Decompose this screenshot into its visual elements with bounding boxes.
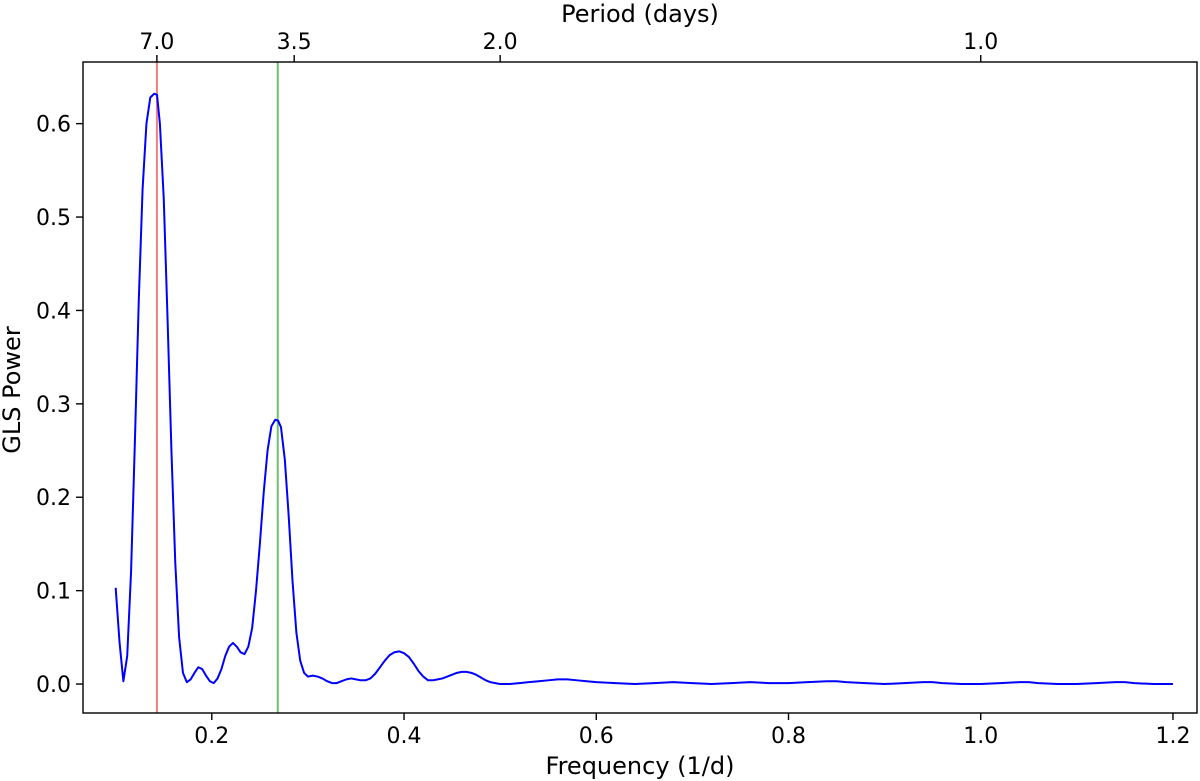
left-y-axis: 0.0 0.1 0.2 0.3 0.4 0.5 0.6 bbox=[36, 113, 83, 698]
x-axis-title: Frequency (1/d) bbox=[546, 752, 735, 780]
plot-frame bbox=[82, 61, 1198, 714]
top-tick-label: 1.0 bbox=[963, 30, 998, 55]
y-tick-label: 0.2 bbox=[36, 486, 71, 511]
top-tick-label: 3.5 bbox=[277, 30, 312, 55]
y-tick-label: 0.6 bbox=[36, 113, 71, 138]
series-line bbox=[114, 92, 1173, 686]
top-tick-label: 2.0 bbox=[483, 30, 518, 55]
y-tick-label: 0.1 bbox=[36, 580, 71, 605]
top-period-axis: 7.0 3.5 2.0 1.0 bbox=[139, 30, 998, 62]
x-tick-label: 1.0 bbox=[963, 724, 998, 749]
top-tick-label: 7.0 bbox=[139, 30, 174, 55]
y-tick-label: 0.4 bbox=[36, 299, 71, 324]
x-tick-label: 0.4 bbox=[387, 724, 422, 749]
x-tick-label: 1.2 bbox=[1155, 724, 1190, 749]
x-tick-label: 0.6 bbox=[579, 724, 614, 749]
top-axis-title: Period (days) bbox=[561, 0, 719, 28]
y-tick-label: 0.0 bbox=[36, 673, 71, 698]
y-axis-title: GLS Power bbox=[0, 326, 26, 454]
y-tick-label: 0.5 bbox=[36, 206, 71, 231]
x-tick-label: 0.8 bbox=[771, 724, 806, 749]
bottom-x-axis: 0.2 0.4 0.6 0.8 1.0 1.2 bbox=[194, 713, 1190, 749]
marker-lines bbox=[155, 62, 279, 713]
y-tick-label: 0.3 bbox=[36, 393, 71, 418]
x-tick-label: 0.2 bbox=[194, 724, 229, 749]
